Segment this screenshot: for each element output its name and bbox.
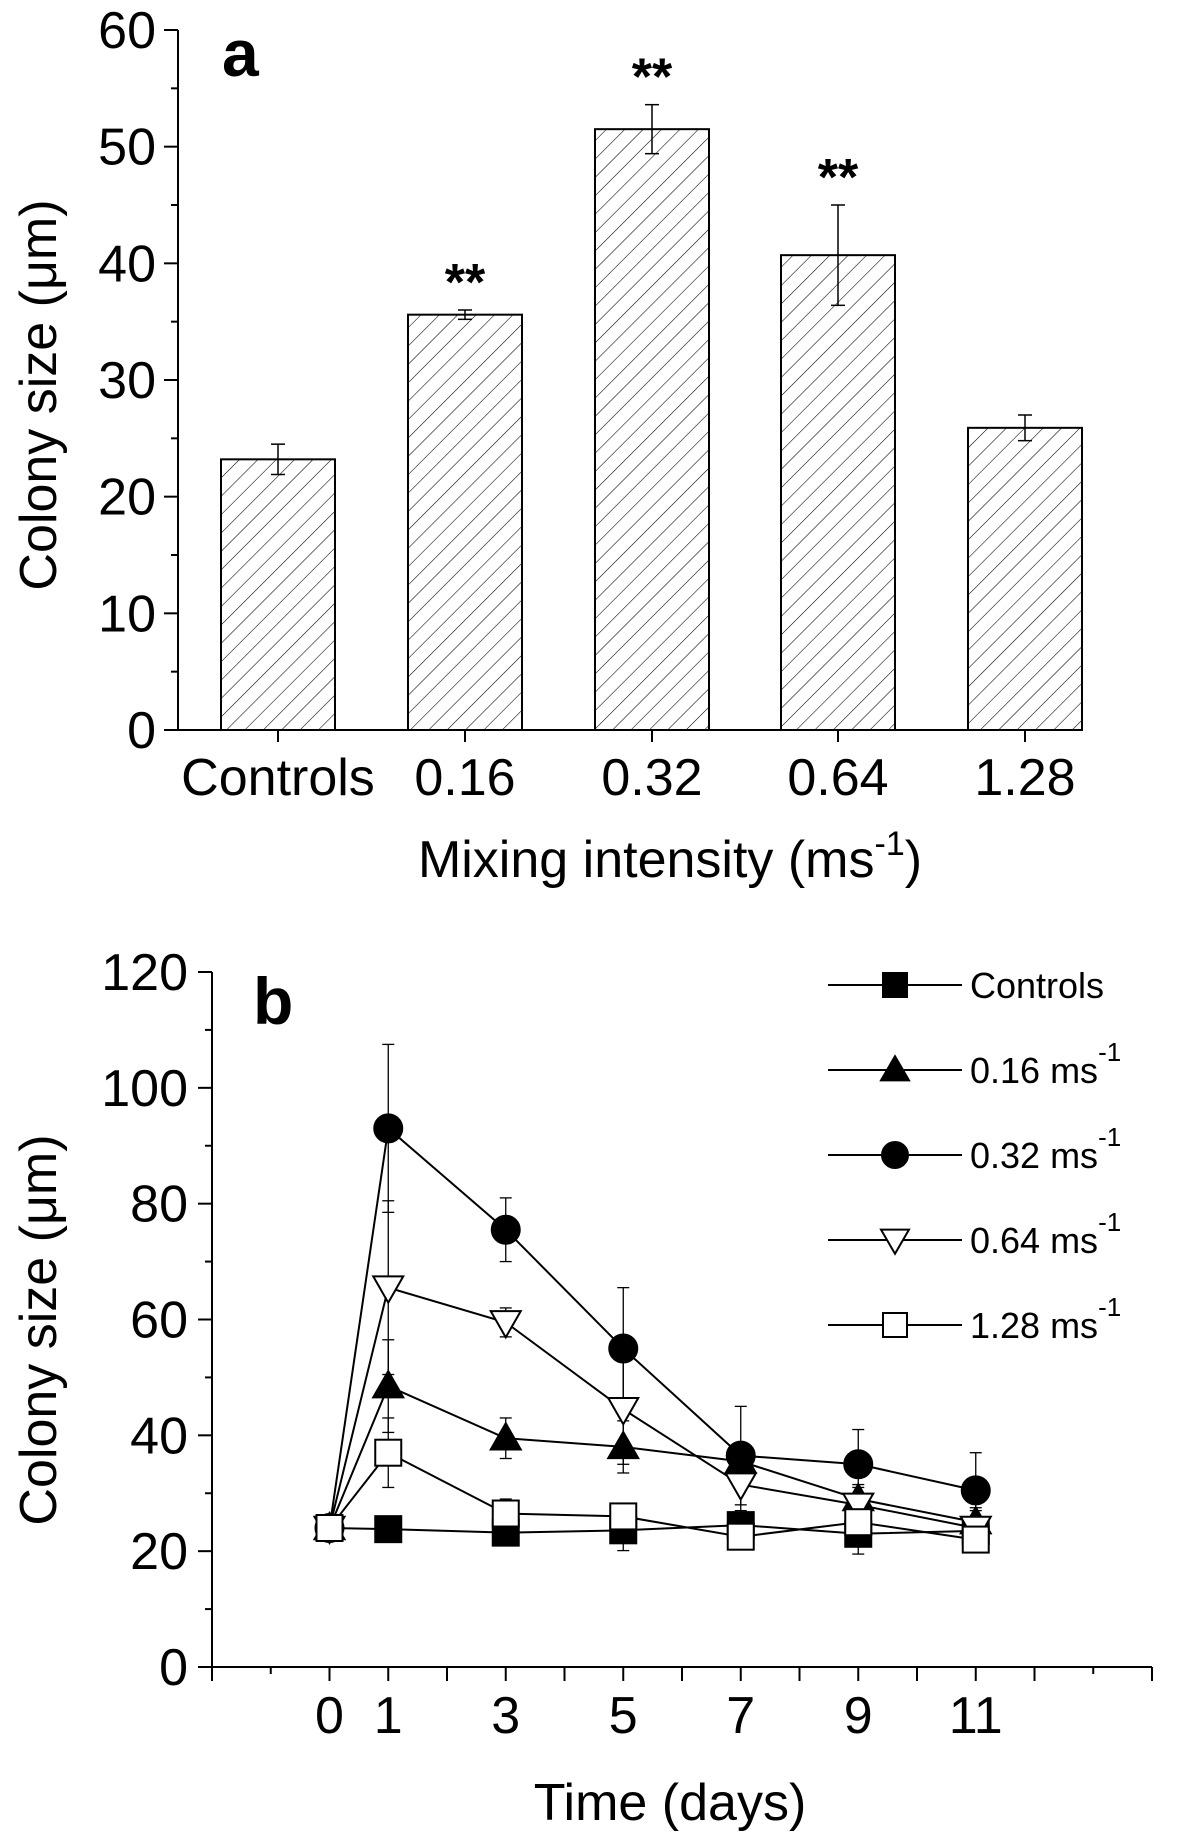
x-tick-label-5: 9 bbox=[844, 1687, 873, 1745]
panel-b-label: b bbox=[253, 964, 293, 1038]
y-tick-label-5: 100 bbox=[101, 1060, 188, 1118]
series-line-2 bbox=[328, 1126, 976, 1529]
y-tick-label-6: 60 bbox=[98, 2, 156, 60]
point-s3-p5 bbox=[841, 1492, 875, 1522]
panel-b-y-axis-title: Colony size (μm) bbox=[10, 1134, 68, 1525]
legend-marker-1 bbox=[879, 1054, 911, 1082]
point-s2-p1 bbox=[373, 1113, 404, 1144]
point-s4-p1 bbox=[374, 1438, 403, 1467]
point-s4-p5 bbox=[844, 1508, 873, 1537]
series-line-1 bbox=[328, 1384, 976, 1529]
y-tick-label-4: 80 bbox=[130, 1176, 188, 1234]
x-axis-title-superscript: -1 bbox=[875, 825, 905, 863]
panel-a-x-axis-title: Mixing intensity (ms-1) bbox=[418, 825, 922, 889]
point-s1-p1 bbox=[371, 1369, 405, 1399]
point-s2-p6 bbox=[960, 1475, 991, 1506]
legend-label-text-2: 0.32 ms bbox=[970, 1135, 1098, 1176]
x-tick-label-0: Controls bbox=[181, 749, 375, 807]
y-tick-label-2: 40 bbox=[130, 1407, 188, 1465]
series-line-0 bbox=[329, 1524, 976, 1535]
point-s4-p0 bbox=[315, 1514, 344, 1542]
legend-marker-4 bbox=[882, 1312, 908, 1338]
legend-label-2: 0.32 ms-1 bbox=[970, 1122, 1121, 1176]
x-axis-title-close: ) bbox=[905, 831, 922, 889]
x-tick-label-1: 1 bbox=[374, 1687, 403, 1745]
significance-label-1: ** bbox=[445, 254, 486, 312]
legend-label-text-0: Controls bbox=[970, 965, 1104, 1006]
panel-a-bar-chart: a ** ** ** Controls 0.16 0.32 0.64 1.28 0 10 20 30… bbox=[10, 2, 1083, 889]
point-s4-p4 bbox=[726, 1522, 755, 1551]
bar-0 bbox=[220, 458, 336, 731]
series-line-3 bbox=[328, 1286, 976, 1529]
y-tick-label-4: 40 bbox=[98, 235, 156, 293]
y-tick-label-1: 10 bbox=[98, 585, 156, 643]
point-s3-p2 bbox=[489, 1310, 523, 1340]
y-tick-label-5: 50 bbox=[98, 119, 156, 177]
x-tick-label-3: 0.64 bbox=[787, 749, 888, 807]
series-line-4 bbox=[328, 1451, 976, 1541]
y-tick-label-0: 0 bbox=[127, 702, 156, 760]
legend-label-0: Controls bbox=[970, 965, 1104, 1006]
panel-a-label: a bbox=[222, 16, 260, 90]
point-s1-p3 bbox=[606, 1429, 640, 1460]
legend-label-superscript-3: -1 bbox=[1098, 1207, 1121, 1237]
point-s1-p2 bbox=[489, 1421, 523, 1451]
x-tick-label-2: 3 bbox=[491, 1687, 520, 1745]
legend-label-text-4: 1.28 ms bbox=[970, 1305, 1098, 1346]
x-tick-label-2: 0.32 bbox=[601, 749, 702, 807]
legend-label-superscript-4: -1 bbox=[1098, 1292, 1121, 1322]
y-tick-label-6: 120 bbox=[101, 944, 188, 1002]
x-tick-label-6: 11 bbox=[949, 1687, 1003, 1745]
point-s3-p4 bbox=[724, 1472, 758, 1502]
y-tick-label-1: 20 bbox=[130, 1523, 188, 1581]
panel-b-x-axis-title: Time (days) bbox=[534, 1774, 807, 1832]
bar-1 bbox=[407, 313, 523, 731]
y-tick-label-3: 30 bbox=[98, 352, 156, 410]
bar-2 bbox=[594, 128, 710, 731]
point-s3-p3 bbox=[606, 1397, 640, 1427]
legend-label-3: 0.64 ms-1 bbox=[970, 1207, 1121, 1261]
legend-label-superscript-1: -1 bbox=[1098, 1037, 1121, 1067]
panel-b-marks bbox=[312, 1043, 993, 1555]
y-tick-label-0: 0 bbox=[159, 1639, 188, 1697]
legend-marker-2 bbox=[881, 1141, 909, 1169]
bar-4 bbox=[967, 426, 1083, 731]
x-tick-label-3: 5 bbox=[609, 1687, 638, 1745]
legend-label-superscript-2: -1 bbox=[1098, 1122, 1121, 1152]
panel-a-axes: Controls 0.16 0.32 0.64 1.28 0 10 20 30 40 50 60 bbox=[98, 2, 1075, 807]
x-axis-title-text: Mixing intensity (ms bbox=[418, 831, 875, 889]
x-tick-label-1: 0.16 bbox=[414, 749, 515, 807]
panel-a-y-axis-title: Colony size (μm) bbox=[10, 199, 68, 590]
point-s4-p6 bbox=[961, 1525, 990, 1554]
legend-label-text-1: 0.16 ms bbox=[970, 1050, 1098, 1091]
legend-marker-0 bbox=[882, 972, 908, 998]
bar-3 bbox=[780, 254, 896, 732]
point-s2-p4 bbox=[725, 1440, 756, 1471]
point-s4-p3 bbox=[609, 1502, 638, 1531]
x-tick-label-4: 1.28 bbox=[974, 749, 1075, 807]
point-s2-p3 bbox=[608, 1333, 639, 1364]
legend-label-text-3: 0.64 ms bbox=[970, 1220, 1098, 1261]
y-tick-label-3: 60 bbox=[130, 1292, 188, 1350]
panel-a-marks: ** ** ** bbox=[220, 49, 1083, 732]
point-s2-p2 bbox=[490, 1214, 521, 1245]
point-s2-p5 bbox=[843, 1449, 874, 1480]
point-s4-p2 bbox=[491, 1499, 520, 1528]
point-s3-p1 bbox=[371, 1275, 405, 1305]
y-tick-label-2: 20 bbox=[98, 469, 156, 527]
legend-label-1: 0.16 ms-1 bbox=[970, 1037, 1121, 1091]
legend-label-4: 1.28 ms-1 bbox=[970, 1292, 1121, 1346]
point-s0-p1 bbox=[374, 1515, 403, 1544]
x-tick-label-4: 7 bbox=[726, 1687, 755, 1745]
significance-label-3: ** bbox=[818, 149, 859, 207]
legend-marker-3 bbox=[879, 1228, 911, 1256]
significance-label-2: ** bbox=[632, 49, 673, 107]
x-tick-label-0: 0 bbox=[315, 1687, 344, 1745]
